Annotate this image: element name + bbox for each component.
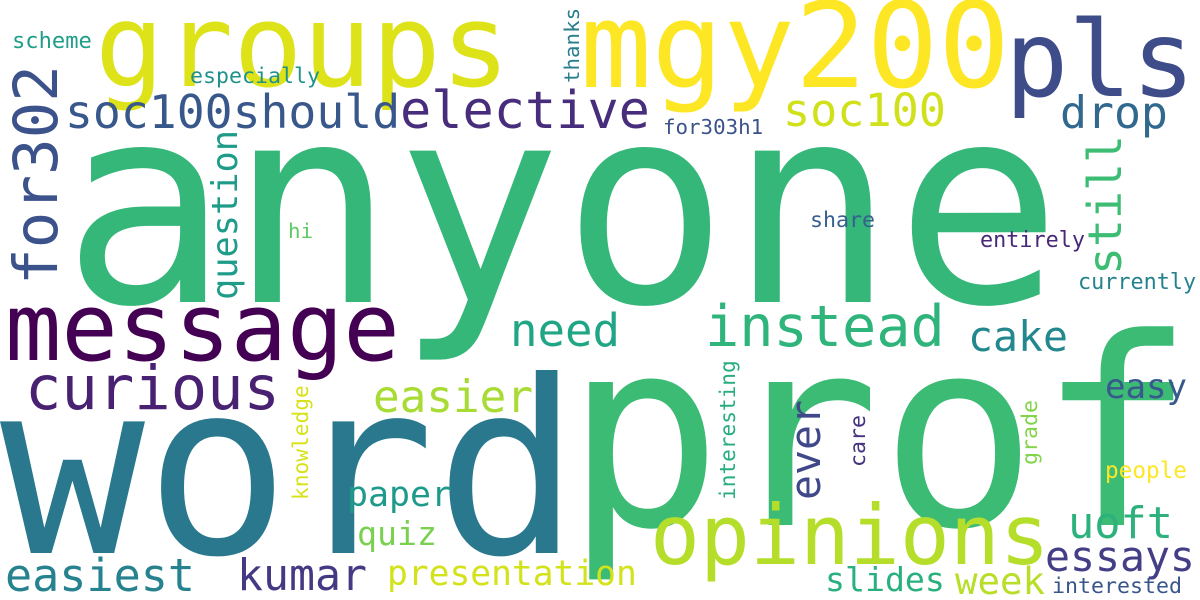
word-easy: easy — [1105, 367, 1188, 407]
word-knowledge: knowledge — [287, 385, 313, 500]
word-scheme: scheme — [12, 27, 92, 54]
word-ever: ever — [780, 400, 830, 500]
word-easiest: easiest — [5, 548, 196, 600]
word-uoft: uoft — [1068, 499, 1173, 550]
word-hi: hi — [288, 218, 314, 243]
word-thanks: thanks — [560, 7, 585, 83]
word-anyone: anyone — [62, 46, 1062, 369]
word-question: question — [204, 129, 246, 300]
word-message: message — [5, 274, 400, 384]
word-drop: drop — [1060, 86, 1168, 140]
word-need: need — [510, 303, 621, 357]
word-pls: pls — [1005, 0, 1195, 122]
word-for303h1: for303h1 — [663, 114, 764, 139]
word-groups: groups — [95, 0, 511, 115]
word-mgy200: mgy200 — [580, 0, 1010, 116]
word-prof: prof — [565, 282, 1195, 588]
word-interesting: interesting — [714, 360, 740, 500]
word-soc100: soc100 — [783, 84, 946, 138]
word-entirely: entirely — [980, 228, 1085, 254]
word-interested: interested — [1052, 574, 1183, 600]
word-still: still — [1077, 135, 1132, 275]
word-share: share — [810, 208, 876, 234]
word-especially: especially — [190, 64, 321, 90]
word-soc100should: soc100should — [65, 85, 401, 140]
word-instead: instead — [705, 294, 945, 360]
word-care: care — [846, 414, 872, 467]
word-quiz: quiz — [357, 513, 437, 553]
word-week: week — [955, 559, 1046, 600]
word-people: people — [1105, 457, 1187, 484]
word-word: word — [0, 328, 580, 600]
word-kumar: kumar — [237, 550, 368, 600]
word-for302: for302 — [0, 65, 72, 285]
word-paper: paper — [347, 474, 453, 515]
word-easier: easier — [373, 372, 534, 424]
word-grade: grade — [1018, 399, 1044, 465]
word-slides: slides — [825, 560, 945, 600]
word-curious: curious — [25, 354, 280, 425]
word-elective: elective — [400, 81, 650, 141]
word-essays: essays — [1045, 532, 1195, 582]
word-currently: currently — [1078, 270, 1197, 296]
word-cake: cake — [968, 312, 1068, 362]
word-presentation: presentation — [387, 554, 637, 595]
word-opinions: opinions — [650, 486, 1050, 584]
